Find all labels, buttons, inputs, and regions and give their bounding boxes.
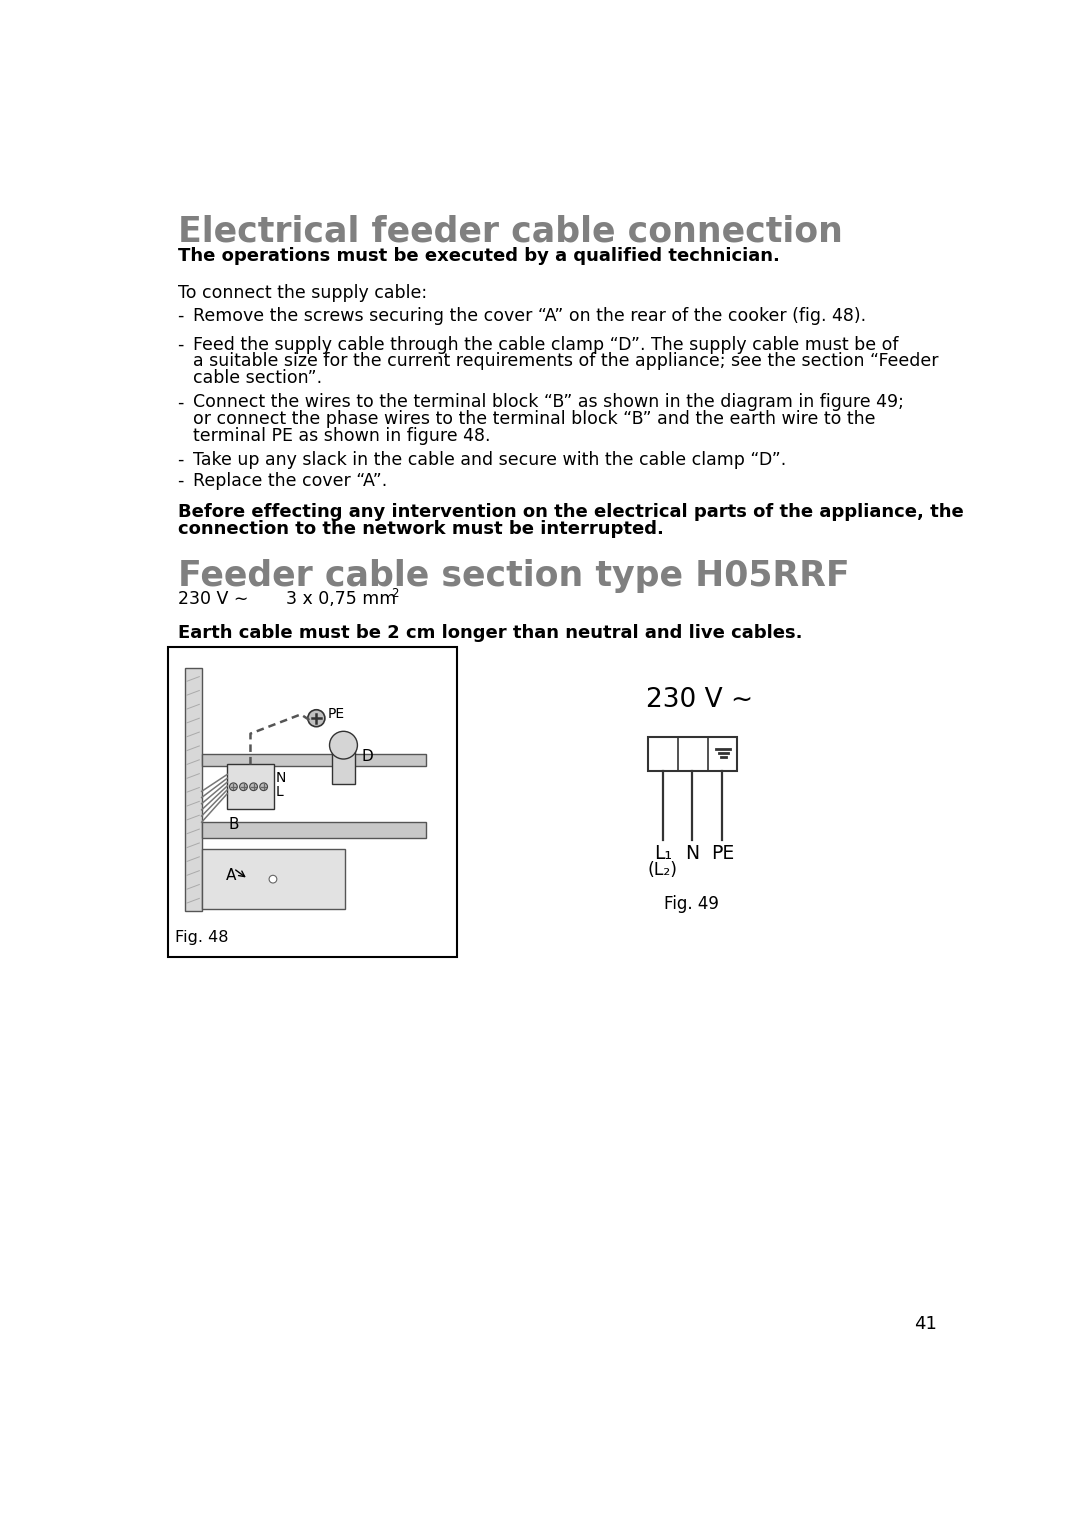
Bar xyxy=(202,849,345,908)
Text: Remove the screws securing the cover “A” on the rear of the cooker (fig. 48).: Remove the screws securing the cover “A”… xyxy=(193,306,866,325)
Circle shape xyxy=(308,709,325,726)
Bar xyxy=(332,745,355,784)
Text: cable section”.: cable section”. xyxy=(193,369,322,388)
Circle shape xyxy=(249,783,257,791)
Text: The operations must be executed by a qualified technician.: The operations must be executed by a qua… xyxy=(177,247,780,265)
Text: N: N xyxy=(275,771,285,786)
Text: To connect the supply cable:: To connect the supply cable: xyxy=(177,283,427,302)
Text: L₁: L₁ xyxy=(653,844,672,864)
Text: Fig. 48: Fig. 48 xyxy=(175,930,229,945)
Text: Earth cable must be 2 cm longer than neutral and live cables.: Earth cable must be 2 cm longer than neu… xyxy=(177,624,802,642)
Bar xyxy=(185,668,202,910)
Text: terminal PE as shown in figure 48.: terminal PE as shown in figure 48. xyxy=(193,427,490,446)
Text: connection to the network must be interrupted.: connection to the network must be interr… xyxy=(177,521,663,538)
Text: 230 V ∼: 230 V ∼ xyxy=(647,688,754,714)
Text: a suitable size for the current requirements of the appliance; see the section “: a suitable size for the current requirem… xyxy=(193,352,939,371)
Text: Feeder cable section type H05RRF: Feeder cable section type H05RRF xyxy=(177,559,849,593)
Text: Replace the cover “A”.: Replace the cover “A”. xyxy=(193,472,388,490)
Text: -: - xyxy=(177,450,184,469)
Circle shape xyxy=(329,731,357,758)
Bar xyxy=(202,754,427,766)
Text: N: N xyxy=(685,844,699,864)
Circle shape xyxy=(240,783,247,791)
Bar xyxy=(227,764,273,809)
Text: Connect the wires to the terminal block “B” as shown in the diagram in figure 49: Connect the wires to the terminal block … xyxy=(193,394,904,411)
Text: PE: PE xyxy=(711,844,734,864)
Text: 41: 41 xyxy=(914,1314,937,1333)
Text: or connect the phase wires to the terminal block “B” and the earth wire to the: or connect the phase wires to the termin… xyxy=(193,411,876,429)
Text: B: B xyxy=(229,817,240,832)
Text: Fig. 49: Fig. 49 xyxy=(664,895,719,913)
Circle shape xyxy=(260,783,268,791)
Text: D: D xyxy=(362,749,373,764)
Text: 3 x 0,75 mm: 3 x 0,75 mm xyxy=(286,590,396,608)
Text: 2: 2 xyxy=(391,587,399,599)
Text: -: - xyxy=(177,394,184,411)
Circle shape xyxy=(230,783,238,791)
Text: A: A xyxy=(226,869,237,884)
Text: -: - xyxy=(177,472,184,490)
Text: -: - xyxy=(177,306,184,325)
Text: 230 V ∼: 230 V ∼ xyxy=(177,590,248,608)
Text: Feed the supply cable through the cable clamp “D”. The supply cable must be of: Feed the supply cable through the cable … xyxy=(193,336,899,354)
Text: Electrical feeder cable connection: Electrical feeder cable connection xyxy=(177,214,842,248)
Bar xyxy=(167,648,457,958)
Text: -: - xyxy=(177,336,184,354)
Text: PE: PE xyxy=(328,708,346,722)
Circle shape xyxy=(269,875,276,882)
Text: (L₂): (L₂) xyxy=(648,861,678,879)
Bar xyxy=(648,737,738,771)
Text: Take up any slack in the cable and secure with the cable clamp “D”.: Take up any slack in the cable and secur… xyxy=(193,450,786,469)
Text: L: L xyxy=(275,784,283,800)
Bar xyxy=(202,823,427,838)
Text: Before effecting any intervention on the electrical parts of the appliance, the: Before effecting any intervention on the… xyxy=(177,502,963,521)
